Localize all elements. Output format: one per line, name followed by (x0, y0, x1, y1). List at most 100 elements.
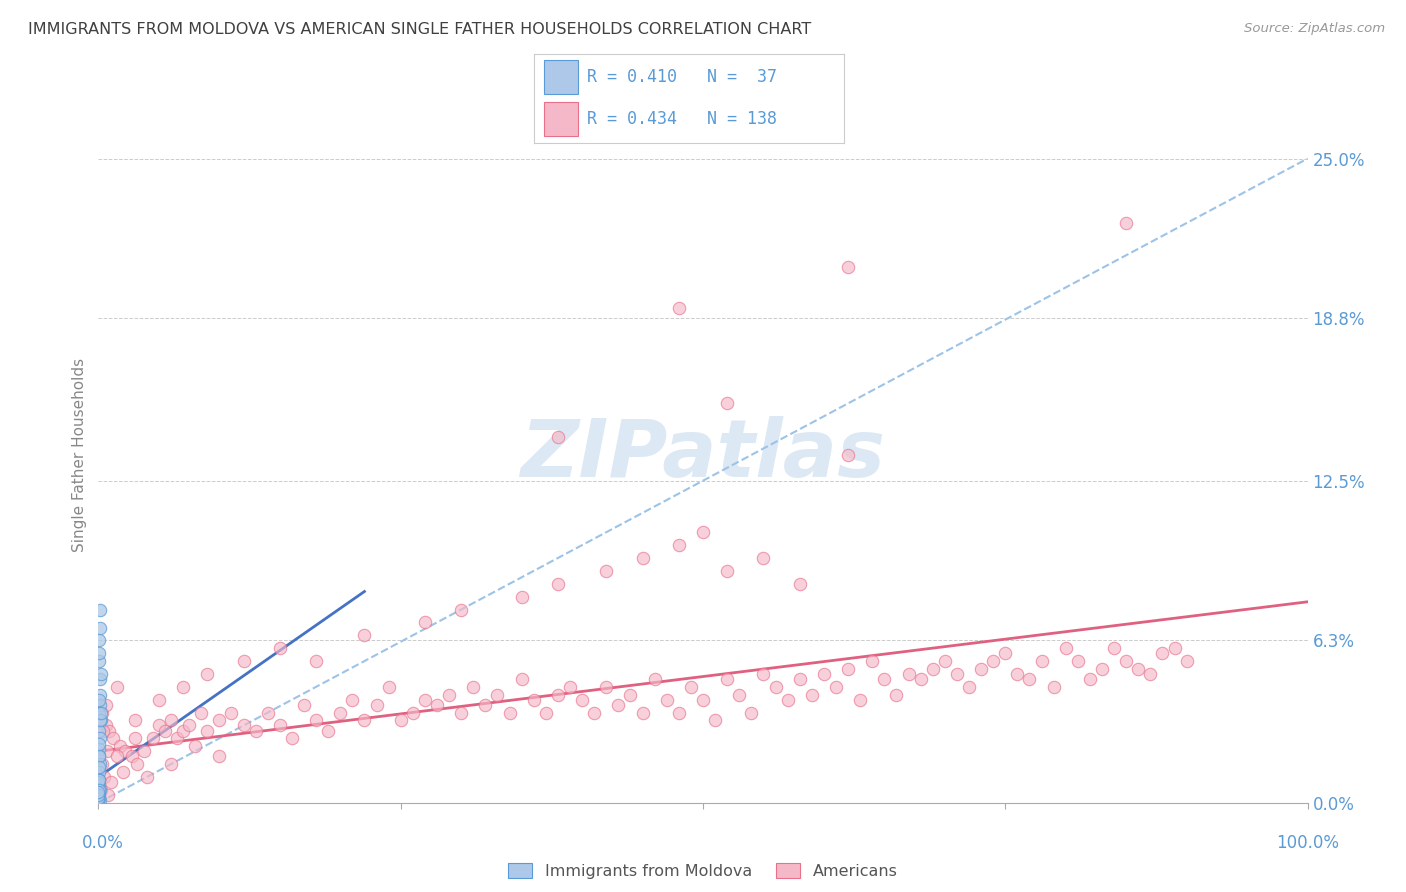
Point (1042, 680, 1064, 694)
Point (1163, 641, 1185, 656)
Point (934, 654, 956, 668)
Point (89, 737, 111, 751)
Text: ZIPatlas: ZIPatlas (520, 416, 886, 494)
Point (87, 772, 110, 787)
Text: Source: ZipAtlas.com: Source: ZipAtlas.com (1244, 22, 1385, 36)
Point (195, 667, 218, 681)
Text: IMMIGRANTS FROM MOLDOVA VS AMERICAN SINGLE FATHER HOUSEHOLDS CORRELATION CHART: IMMIGRANTS FROM MOLDOVA VS AMERICAN SING… (28, 22, 811, 37)
Point (184, 739, 207, 753)
Point (402, 706, 425, 720)
Point (89, 698, 111, 712)
Point (87, 760, 110, 774)
Point (1115, 654, 1137, 668)
Text: R = 0.434   N = 138: R = 0.434 N = 138 (586, 110, 778, 128)
Point (679, 680, 702, 694)
Point (87, 790, 110, 805)
Point (716, 564, 738, 578)
Point (94, 698, 117, 712)
Point (89, 672, 111, 686)
Point (91, 723, 114, 738)
Point (87, 749, 110, 764)
Point (776, 692, 799, 706)
Point (668, 538, 690, 552)
Point (486, 688, 509, 702)
Point (631, 706, 654, 720)
Point (837, 260, 859, 274)
Point (166, 731, 188, 746)
Point (96, 744, 118, 758)
Point (377, 680, 399, 694)
Point (90, 783, 112, 797)
Point (571, 692, 593, 706)
Point (87, 775, 110, 789)
Point (90, 706, 112, 720)
Point (89, 757, 111, 772)
Point (957, 680, 980, 694)
Point (583, 706, 606, 720)
Point (413, 615, 436, 630)
Point (1078, 672, 1101, 686)
Point (450, 706, 472, 720)
Point (970, 662, 993, 676)
Point (87, 793, 110, 807)
Point (87, 749, 110, 764)
Point (716, 396, 738, 410)
Point (1175, 654, 1198, 668)
Point (134, 744, 156, 758)
Point (607, 698, 630, 712)
Point (89, 692, 111, 706)
Point (89, 731, 111, 746)
Point (105, 680, 128, 694)
Point (124, 714, 146, 728)
Point (208, 749, 231, 764)
Point (232, 718, 254, 732)
Point (813, 667, 835, 681)
Point (93, 770, 115, 784)
Point (89, 688, 111, 702)
Point (89, 772, 111, 787)
Point (101, 731, 124, 746)
Point (94, 718, 117, 732)
Point (153, 723, 176, 738)
Point (89, 723, 111, 738)
Point (655, 692, 678, 706)
Point (89, 714, 111, 728)
Point (413, 692, 436, 706)
Point (547, 576, 569, 591)
Point (316, 723, 339, 738)
Point (281, 731, 304, 746)
Point (292, 698, 315, 712)
Point (142, 731, 165, 746)
Point (100, 775, 122, 789)
Point (97, 788, 120, 802)
Point (148, 692, 170, 706)
Point (98, 723, 121, 738)
Point (305, 714, 328, 728)
Point (1031, 654, 1053, 668)
Text: R = 0.410   N =  37: R = 0.410 N = 37 (586, 68, 778, 86)
Point (873, 672, 896, 686)
Point (195, 723, 218, 738)
Point (87, 785, 110, 799)
Point (558, 680, 581, 694)
Point (256, 706, 278, 720)
Point (1018, 672, 1040, 686)
Point (87, 790, 110, 805)
Point (849, 692, 872, 706)
Point (897, 667, 920, 681)
Point (87, 646, 110, 660)
Point (1102, 641, 1125, 656)
Point (426, 698, 449, 712)
Point (1091, 662, 1114, 676)
Point (789, 672, 811, 686)
Point (837, 448, 859, 462)
Point (89, 741, 111, 756)
Point (90, 714, 112, 728)
Point (87, 783, 110, 797)
FancyBboxPatch shape (544, 102, 578, 136)
Point (329, 706, 352, 720)
Point (789, 576, 811, 591)
Point (172, 723, 194, 738)
Point (366, 698, 388, 712)
Point (160, 714, 183, 728)
